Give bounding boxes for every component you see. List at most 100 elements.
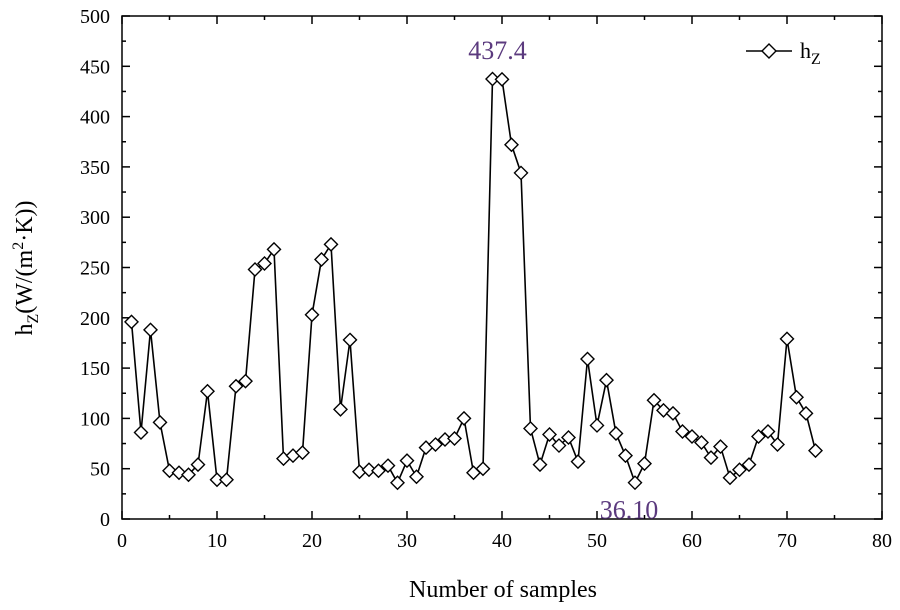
legend-label: hZ (800, 38, 821, 68)
y-tick-label: 150 (80, 358, 110, 380)
data-point-marker (447, 431, 462, 447)
data-point-marker (732, 462, 747, 478)
y-tick-label: 450 (80, 56, 110, 78)
data-point-marker (428, 437, 443, 453)
y-axis-title-unit-end: ·K)) (12, 200, 38, 241)
data-point-marker (675, 423, 690, 439)
data-point-marker (722, 470, 738, 486)
data-point-marker (589, 417, 605, 433)
y-axis-title-superscript: 2 (10, 242, 27, 250)
data-point-marker (760, 423, 776, 439)
data-point-marker (627, 475, 643, 491)
data-point-marker (200, 383, 215, 399)
x-tick-label: 70 (777, 530, 797, 552)
data-point-marker (266, 241, 282, 257)
data-point-marker (599, 372, 614, 388)
plot-frame (121, 15, 883, 520)
data-point-marker (361, 462, 377, 478)
data-point-marker (380, 458, 396, 474)
x-tick-label: 80 (872, 530, 892, 552)
x-tick-label: 60 (682, 530, 702, 552)
data-point-marker (741, 457, 757, 473)
data-point-marker (713, 439, 728, 455)
y-axis-title-base: h (12, 324, 38, 336)
data-point-marker (247, 262, 263, 278)
data-point-marker (770, 437, 785, 453)
data-point-marker (399, 453, 415, 469)
data-point-marker (371, 463, 386, 479)
data-point-marker (561, 430, 576, 446)
legend: hZ (746, 38, 821, 68)
data-point-marker (190, 457, 206, 473)
data-point-marker (390, 475, 405, 491)
legend-label-base: h (800, 38, 811, 63)
data-point-marker (570, 454, 586, 470)
x-axis-title: Number of samples (409, 577, 597, 603)
data-point-marker (580, 351, 595, 367)
x-tick-label: 20 (302, 530, 322, 552)
data-point-marker (665, 405, 681, 421)
y-tick-label: 0 (100, 509, 110, 531)
data-point-marker (618, 448, 633, 464)
data-point-marker (808, 443, 823, 459)
annotation-label: 437.4 (468, 36, 527, 65)
data-point-marker (342, 332, 358, 348)
y-tick-label: 500 (80, 6, 110, 28)
data-point-marker (304, 307, 320, 323)
data-point-marker (219, 472, 234, 488)
annotations: 437.4 36.10 (468, 36, 658, 525)
data-point-marker (238, 373, 253, 389)
data-point-marker (409, 469, 424, 485)
series-hz (124, 71, 823, 491)
data-point-marker (152, 414, 168, 430)
y-axis-title: hZ(W/(m2·K)) (10, 200, 42, 335)
x-tick-label: 10 (207, 530, 227, 552)
data-point-marker (551, 438, 567, 454)
data-point-marker (124, 314, 139, 330)
y-tick-label: 350 (80, 157, 110, 179)
data-point-marker (133, 424, 149, 440)
x-tick-label: 50 (587, 530, 607, 552)
y-axis-ticks: 0 50 100 150 200 250 300 350 400 450 500 (80, 6, 882, 531)
y-tick-label: 400 (80, 107, 110, 129)
data-point-marker (694, 435, 709, 451)
data-point-marker (295, 445, 310, 461)
data-point-marker (703, 450, 719, 466)
data-point-marker (789, 389, 804, 405)
data-point-marker (608, 426, 624, 441)
data-point-marker (494, 71, 510, 87)
data-point-marker (333, 401, 348, 417)
y-tick-label: 250 (80, 258, 110, 280)
y-tick-label: 50 (90, 459, 110, 481)
annotation-label: 36.10 (600, 496, 659, 525)
data-point-marker (751, 429, 766, 444)
data-point-marker (798, 405, 814, 421)
y-axis-title-subscript: Z (25, 314, 42, 324)
data-point-marker (485, 71, 500, 87)
data-point-marker (523, 420, 538, 436)
data-point-marker (542, 427, 557, 442)
data-point-marker (323, 236, 339, 252)
y-axis-title-unit: (W/(m (12, 249, 38, 313)
y-tick-label: 200 (80, 308, 110, 330)
data-point-marker (532, 457, 548, 473)
x-axis-ticks: 0 10 20 30 40 50 60 70 80 (117, 16, 892, 552)
legend-label-subscript: Z (811, 51, 821, 68)
data-point-marker (475, 461, 491, 477)
x-tick-label: 40 (492, 530, 512, 552)
data-point-marker (181, 467, 196, 483)
x-tick-label: 30 (397, 530, 417, 552)
x-tick-label: 0 (117, 530, 127, 552)
data-point-marker (314, 251, 329, 267)
y-tick-label: 100 (80, 408, 110, 430)
data-point-marker (646, 392, 662, 408)
data-point-marker (637, 456, 652, 472)
data-point-marker (143, 322, 158, 338)
data-point-marker (684, 429, 700, 444)
data-point-marker (228, 378, 244, 394)
data-point-marker (504, 137, 519, 153)
plot-area-border (121, 15, 883, 520)
series-line-hz (130, 78, 817, 485)
data-point-marker (513, 165, 529, 181)
